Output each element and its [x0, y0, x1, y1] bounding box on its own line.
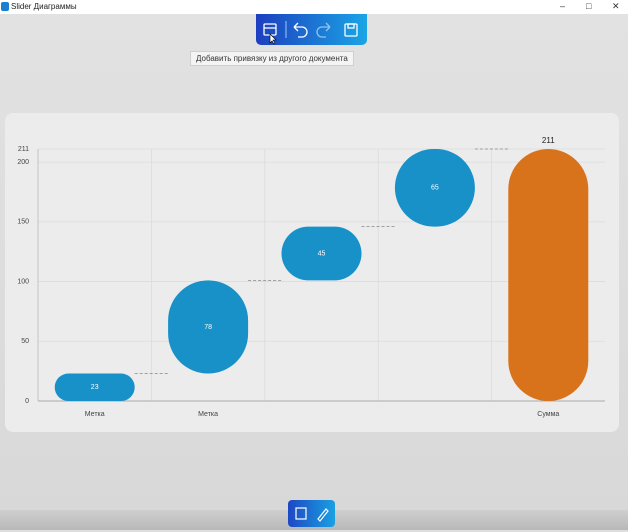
y-tick-label: 150 [17, 219, 29, 226]
toolbar-icons [263, 21, 358, 45]
total-bar [508, 149, 589, 401]
value-label: 45 [318, 250, 326, 257]
y-tick-label: 0 [25, 398, 29, 405]
y-tick-label: 100 [17, 278, 29, 285]
bar [281, 226, 362, 281]
x-tick-label: Сумма [537, 411, 559, 418]
window-title: Slider Диаграммы [11, 2, 77, 11]
title-bar: Slider Диаграммы – □ ✕ [0, 0, 628, 14]
bar [394, 149, 475, 227]
y-tick-label: 200 [17, 159, 29, 166]
undo-button[interactable] [293, 22, 308, 38]
bar [168, 280, 249, 374]
maximize-button[interactable]: □ [586, 1, 592, 11]
style-button[interactable] [317, 508, 329, 522]
edit-data-button[interactable] [295, 507, 307, 520]
bottom-icons [295, 507, 329, 522]
value-label: 78 [204, 324, 212, 331]
y-tick-label: 50 [21, 338, 29, 345]
x-tick-label: Метка [85, 411, 105, 418]
app-logo [1, 2, 9, 11]
toolbar [256, 14, 367, 45]
x-tick-label: Метка [198, 411, 218, 418]
bar [54, 373, 135, 401]
value-label: 211 [542, 136, 555, 145]
value-label: 23 [91, 384, 99, 391]
close-button[interactable]: ✕ [612, 1, 620, 11]
minimize-button[interactable]: – [560, 1, 566, 11]
bottom-toolbar [288, 500, 335, 527]
y-tick-label: 211 [18, 146, 29, 153]
redo-button[interactable] [316, 22, 331, 38]
value-label: 65 [431, 185, 439, 192]
tooltip: Добавить привязку из другого документа [190, 51, 354, 66]
